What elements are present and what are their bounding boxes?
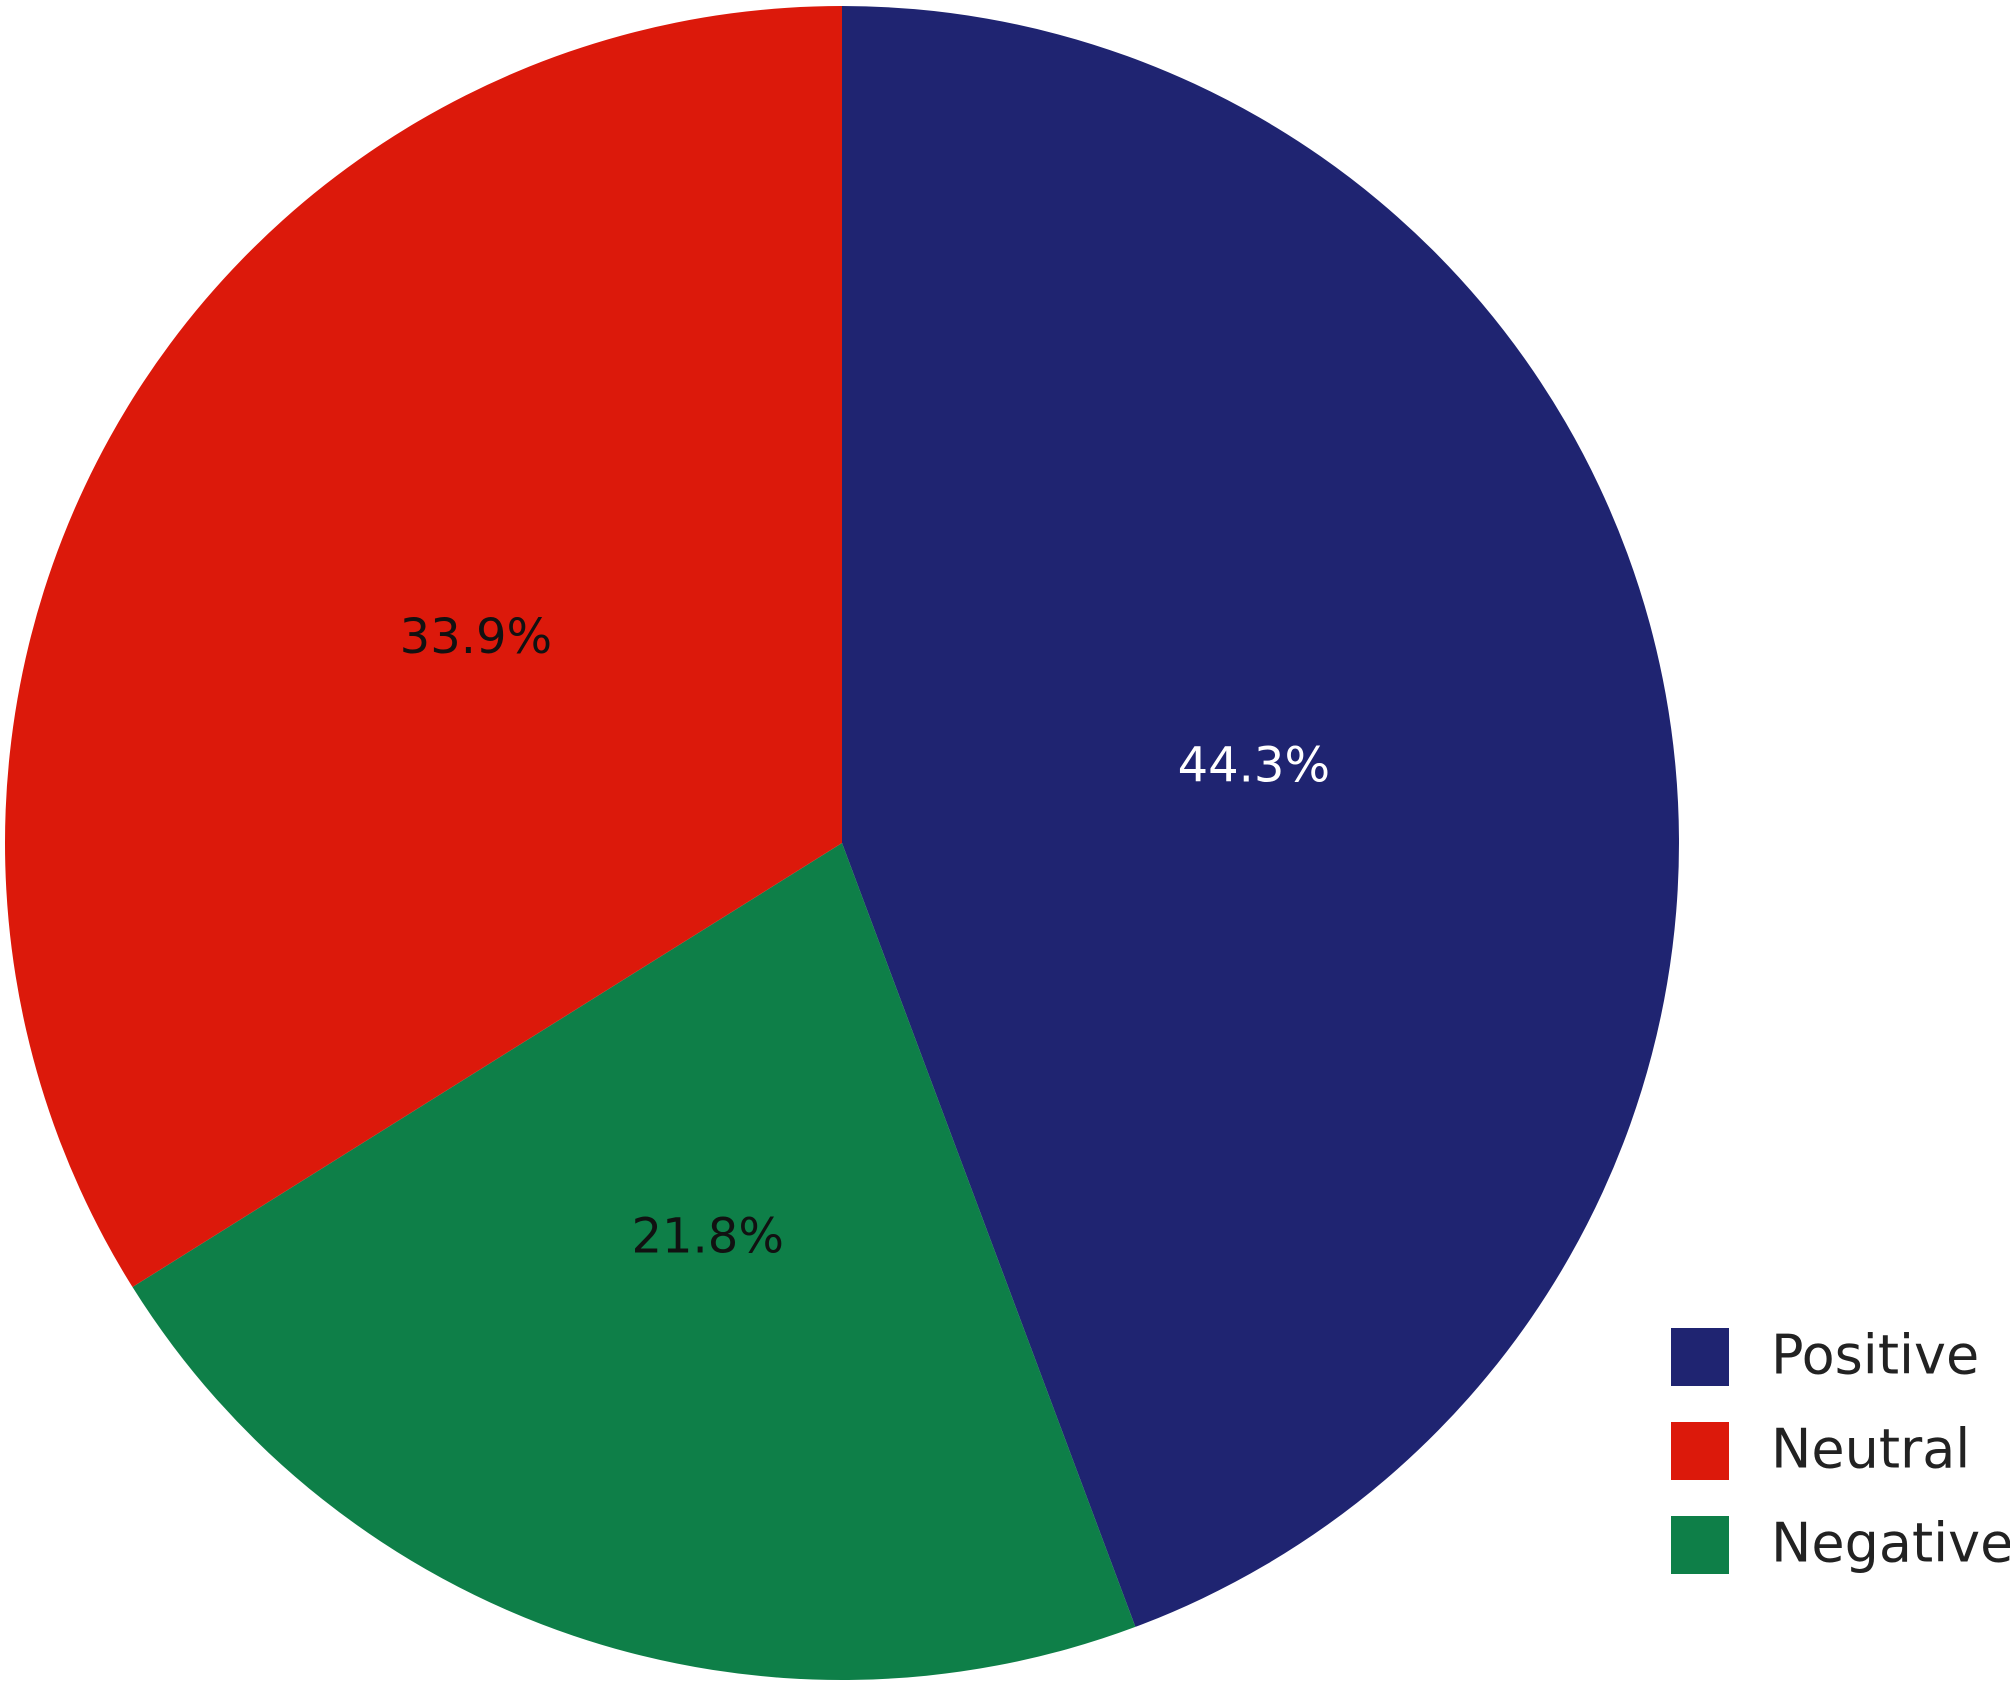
legend-label: Neutral bbox=[1771, 1418, 1970, 1481]
pie-slice bbox=[5, 6, 842, 1288]
slice-label: 44.3% bbox=[1178, 737, 1330, 793]
pie-slice bbox=[842, 6, 1679, 1627]
slice-label: 33.9% bbox=[400, 609, 552, 665]
legend-swatch bbox=[1671, 1328, 1729, 1386]
slice-label: 21.8% bbox=[631, 1208, 783, 1264]
legend-swatch bbox=[1671, 1516, 1729, 1574]
pie-slice bbox=[132, 843, 1136, 1680]
legend-label: Positive bbox=[1771, 1324, 1979, 1387]
legend-label: Negative bbox=[1771, 1512, 2010, 1575]
legend-swatch bbox=[1671, 1422, 1729, 1480]
